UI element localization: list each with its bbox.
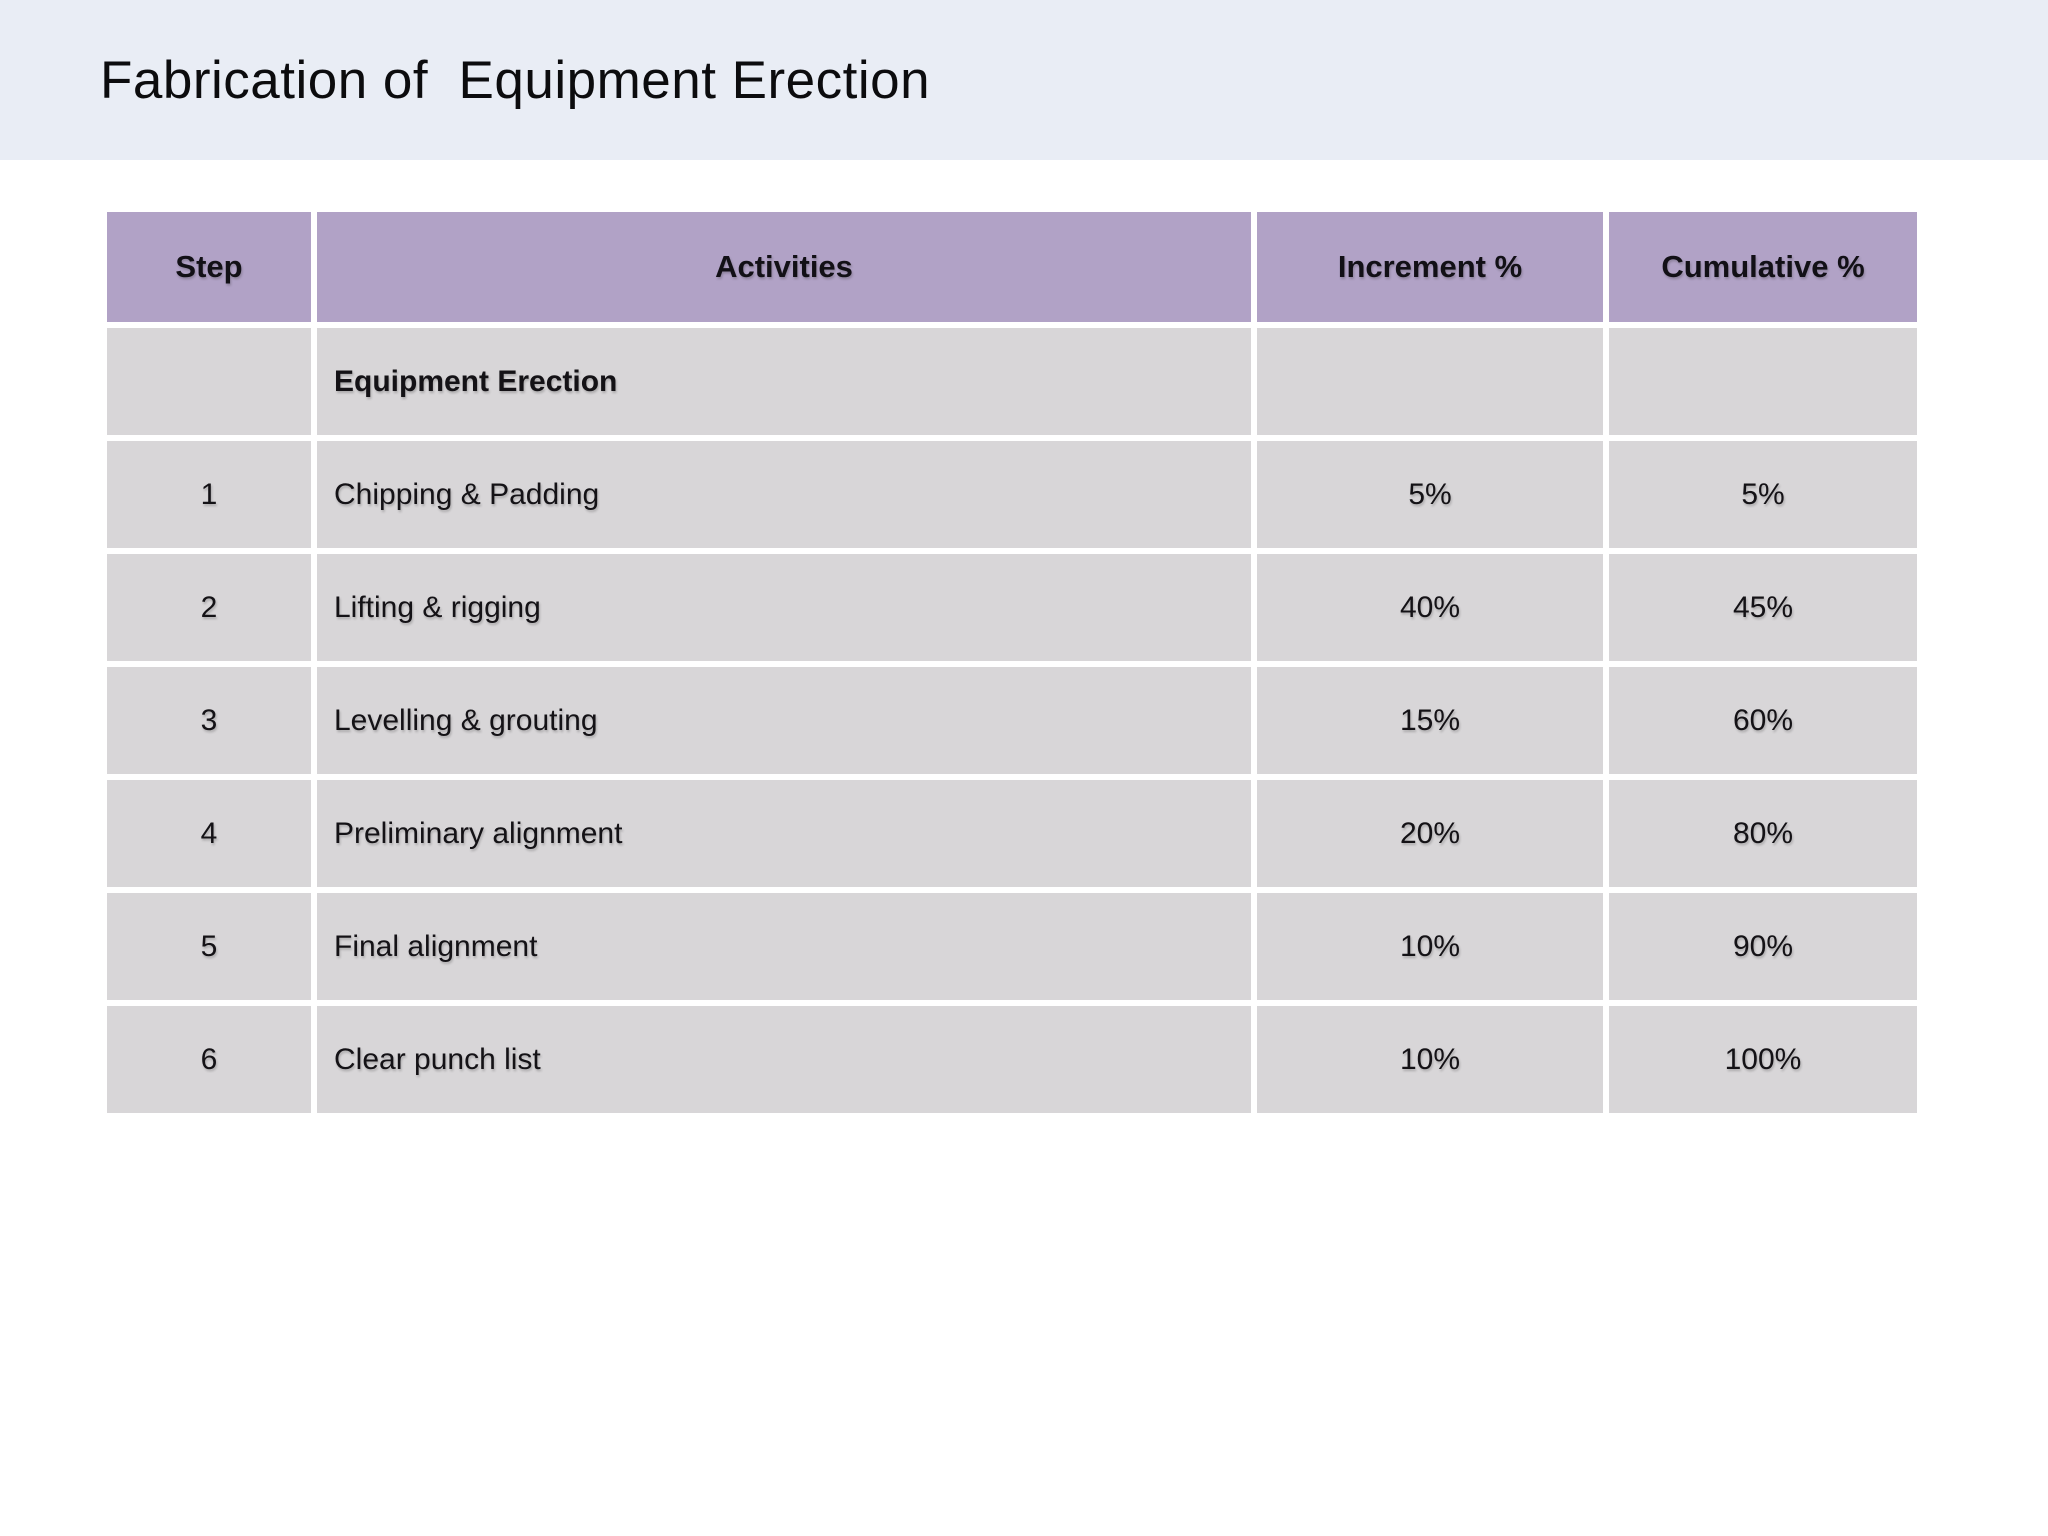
- cell-cumulative: 45%: [1609, 554, 1917, 661]
- header-cell-step: Step: [107, 212, 311, 322]
- title-band: Fabrication of Equipment Erection: [0, 0, 2048, 160]
- cell-increment: 40%: [1257, 554, 1603, 661]
- cell-increment: 20%: [1257, 780, 1603, 887]
- cell-activity: Levelling & grouting: [317, 667, 1251, 774]
- cell-increment: 5%: [1257, 441, 1603, 548]
- header-cell-cumulative: Cumulative %: [1609, 212, 1917, 322]
- cell-cumulative: [1609, 328, 1917, 435]
- cell-cumulative: 90%: [1609, 893, 1917, 1000]
- page-title: Fabrication of Equipment Erection: [100, 50, 931, 110]
- cell-step: 6: [107, 1006, 311, 1113]
- cell-step: 4: [107, 780, 311, 887]
- cell-cumulative: 60%: [1609, 667, 1917, 774]
- header-cell-increment: Increment %: [1257, 212, 1603, 322]
- cell-activity: Chipping & Padding: [317, 441, 1251, 548]
- cell-cumulative: 5%: [1609, 441, 1917, 548]
- cell-step: [107, 328, 311, 435]
- cell-step: 2: [107, 554, 311, 661]
- cell-cumulative: 80%: [1609, 780, 1917, 887]
- cell-activity: Preliminary alignment: [317, 780, 1251, 887]
- cell-increment: 10%: [1257, 1006, 1603, 1113]
- cell-increment: [1257, 328, 1603, 435]
- cell-increment: 15%: [1257, 667, 1603, 774]
- cell-step: 1: [107, 441, 311, 548]
- cell-cumulative: 100%: [1609, 1006, 1917, 1113]
- cell-activity: Final alignment: [317, 893, 1251, 1000]
- cell-step: 5: [107, 893, 311, 1000]
- cell-increment: 10%: [1257, 893, 1603, 1000]
- cell-activity: Lifting & rigging: [317, 554, 1251, 661]
- activities-table: Step Activities Increment % Cumulative %…: [107, 212, 1917, 1113]
- cell-activity: Clear punch list: [317, 1006, 1251, 1113]
- header-cell-activities: Activities: [317, 212, 1251, 322]
- cell-activity: Equipment Erection: [317, 328, 1251, 435]
- cell-step: 3: [107, 667, 311, 774]
